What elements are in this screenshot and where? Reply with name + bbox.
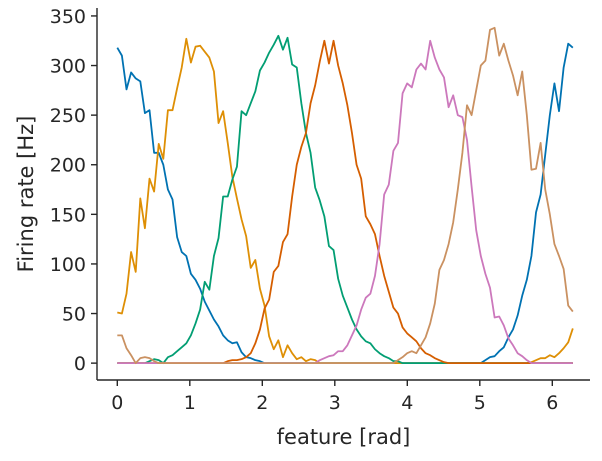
series-line-2 xyxy=(117,37,574,365)
series-line-3 xyxy=(117,34,573,365)
y-tick-label: 350 xyxy=(50,6,86,28)
y-tick-label: 50 xyxy=(62,304,86,326)
y-tick-label: 0 xyxy=(74,353,86,375)
y-tick-label: 200 xyxy=(50,155,86,177)
x-tick-label: 6 xyxy=(546,392,558,414)
x-tick-label: 0 xyxy=(111,392,123,414)
series-line-5 xyxy=(117,39,573,365)
x-tick-label: 4 xyxy=(401,392,413,414)
x-tick-label: 2 xyxy=(256,392,268,414)
x-ticks: 0 1 2 3 4 5 6 xyxy=(111,380,558,414)
series-layer xyxy=(116,26,574,365)
y-tick-label: 250 xyxy=(50,105,86,127)
x-tick-label: 1 xyxy=(184,392,196,414)
series-line-4 xyxy=(117,39,573,365)
y-tick-label: 300 xyxy=(50,56,86,78)
y-tick-label: 150 xyxy=(50,204,86,226)
y-ticks: 0 50 100 150 200 250 300 350 xyxy=(50,6,97,375)
y-axis-label: Firing rate [Hz] xyxy=(14,116,38,273)
x-axis-label: feature [rad] xyxy=(277,425,411,449)
x-tick-label: 3 xyxy=(329,392,341,414)
x-tick-label: 5 xyxy=(474,392,486,414)
y-tick-label: 100 xyxy=(50,254,86,276)
series-line-6 xyxy=(117,26,574,365)
